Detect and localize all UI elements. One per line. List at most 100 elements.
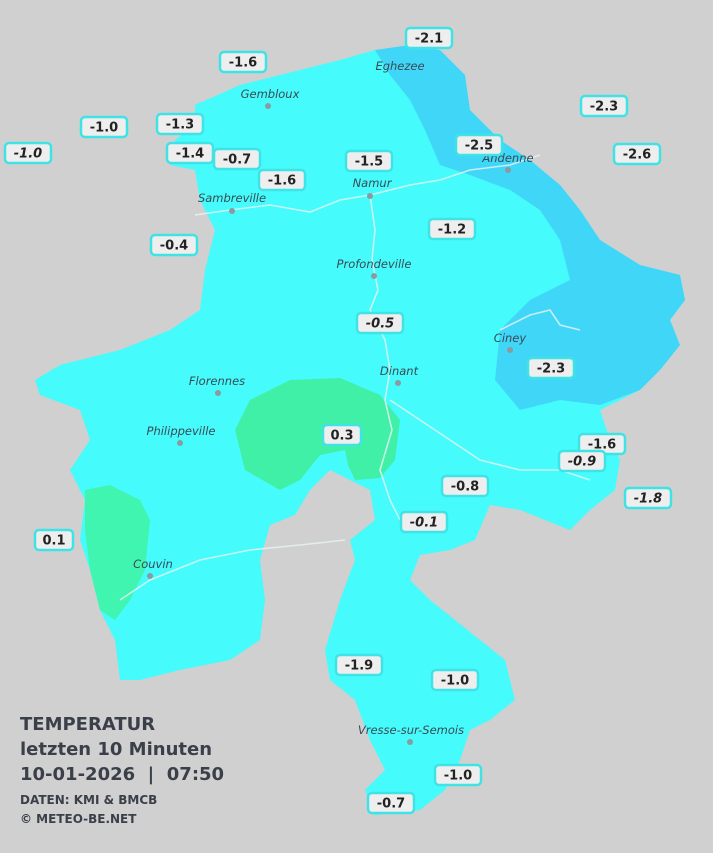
station-box (257, 168, 307, 192)
timestamp: 10-01-2026 | 07:50 (20, 764, 224, 785)
city-dot (147, 573, 153, 579)
station-box (79, 115, 129, 139)
stations: -2.1 -1.6 -2.3 -1.0 -1.3 -2.5 -2.6 -1.0 -1.4 -0.7… (3, 26, 673, 815)
city-dot (367, 193, 373, 199)
station: -2.1 (404, 26, 454, 50)
city-dot (229, 208, 235, 214)
station-value: -2.3 (590, 100, 618, 115)
station-box (149, 233, 199, 257)
station: -2.6 (612, 142, 662, 166)
station-box (321, 423, 363, 447)
city-dot (177, 440, 183, 446)
station-value: -0.5 (366, 317, 394, 332)
station-value: -1.6 (268, 174, 296, 189)
station-value: 0.1 (42, 534, 65, 549)
station: -1.6 (218, 50, 268, 74)
station-box (526, 356, 576, 380)
station: -1.0 (3, 141, 53, 165)
station-value: -2.6 (623, 148, 651, 163)
subtitle: letzten 10 Minuten (20, 739, 212, 760)
station-value: -1.2 (438, 223, 466, 238)
city-name: Profondeville (337, 257, 412, 271)
station-box (454, 133, 504, 157)
station-value: -0.4 (160, 239, 188, 254)
station-box (612, 142, 662, 166)
station-value: -1.3 (166, 118, 194, 133)
cold-zone (375, 45, 685, 410)
city-name: Namur (353, 176, 393, 190)
station-box (440, 474, 490, 498)
city-dot (395, 380, 401, 386)
station-value: -1.0 (14, 147, 42, 162)
station: -2.3 (579, 94, 629, 118)
station: -1.5 (344, 149, 394, 173)
station: -1.9 (334, 653, 384, 677)
cities: EghezeeGemblouxAndenneNamurSambrevillePr… (133, 59, 534, 745)
station: -1.0 (430, 668, 480, 692)
station-value: -1.0 (90, 121, 118, 136)
station-box (557, 449, 607, 473)
city-dot (215, 390, 221, 396)
river (499, 309, 581, 331)
station-value: -0.7 (377, 797, 405, 812)
station-value: -1.4 (176, 147, 204, 162)
station: 0.1 (33, 528, 75, 552)
station: -1.6 (257, 168, 307, 192)
source: DATEN: KMI & BMCB (20, 793, 157, 807)
station-box (355, 311, 405, 335)
station: 0.3 (321, 423, 363, 447)
city-name: Ciney (494, 331, 527, 345)
station: -0.4 (149, 233, 199, 257)
station-box (334, 653, 384, 677)
station-value: -1.5 (355, 155, 383, 170)
city-name: Sambreville (198, 191, 266, 205)
station-value: 0.3 (330, 429, 353, 444)
station-box (212, 147, 262, 171)
station-box (155, 112, 205, 136)
station-value: -1.0 (444, 769, 472, 784)
station: -0.9 (557, 449, 607, 473)
river (369, 194, 401, 521)
station: -0.8 (440, 474, 490, 498)
city-name: Eghezee (375, 59, 424, 73)
station: -0.7 (212, 147, 262, 171)
station: -0.7 (366, 791, 416, 815)
city-name: Vresse-sur-Semois (358, 723, 464, 737)
station-value: -1.0 (441, 674, 469, 689)
station-value: -1.6 (229, 56, 257, 71)
station: -1.0 (79, 115, 129, 139)
station-box (433, 763, 483, 787)
station-value: -0.8 (451, 480, 479, 495)
city-name: Couvin (133, 557, 173, 571)
station-value: -2.1 (415, 32, 443, 47)
station: -1.3 (155, 112, 205, 136)
station: -0.1 (399, 510, 449, 534)
city-dot (407, 739, 413, 745)
copyright: © METEO-BE.NET (20, 812, 137, 826)
station-box (404, 26, 454, 50)
station-value: -0.7 (223, 153, 251, 168)
station-value: -0.9 (568, 455, 596, 470)
station-value: -1.9 (345, 659, 373, 674)
station-value: -2.5 (465, 139, 493, 154)
station-box (344, 149, 394, 173)
station: -2.3 (526, 356, 576, 380)
river (119, 539, 346, 601)
station: -1.0 (433, 763, 483, 787)
station-value: -1.8 (634, 492, 662, 507)
city-name: Philippeville (147, 424, 216, 438)
station-box (33, 528, 75, 552)
station-box (579, 94, 629, 118)
station-box (427, 217, 477, 241)
station-value: -0.1 (410, 516, 438, 531)
station-box (430, 668, 480, 692)
station-value: -1.6 (588, 438, 616, 453)
station: -0.5 (355, 311, 405, 335)
title: TEMPERATUR (20, 714, 155, 735)
station: -1.6 (577, 432, 627, 456)
city-name: Dinant (380, 364, 419, 378)
warm-zone (85, 485, 150, 620)
station: -1.2 (427, 217, 477, 241)
warm-zone (235, 378, 400, 490)
